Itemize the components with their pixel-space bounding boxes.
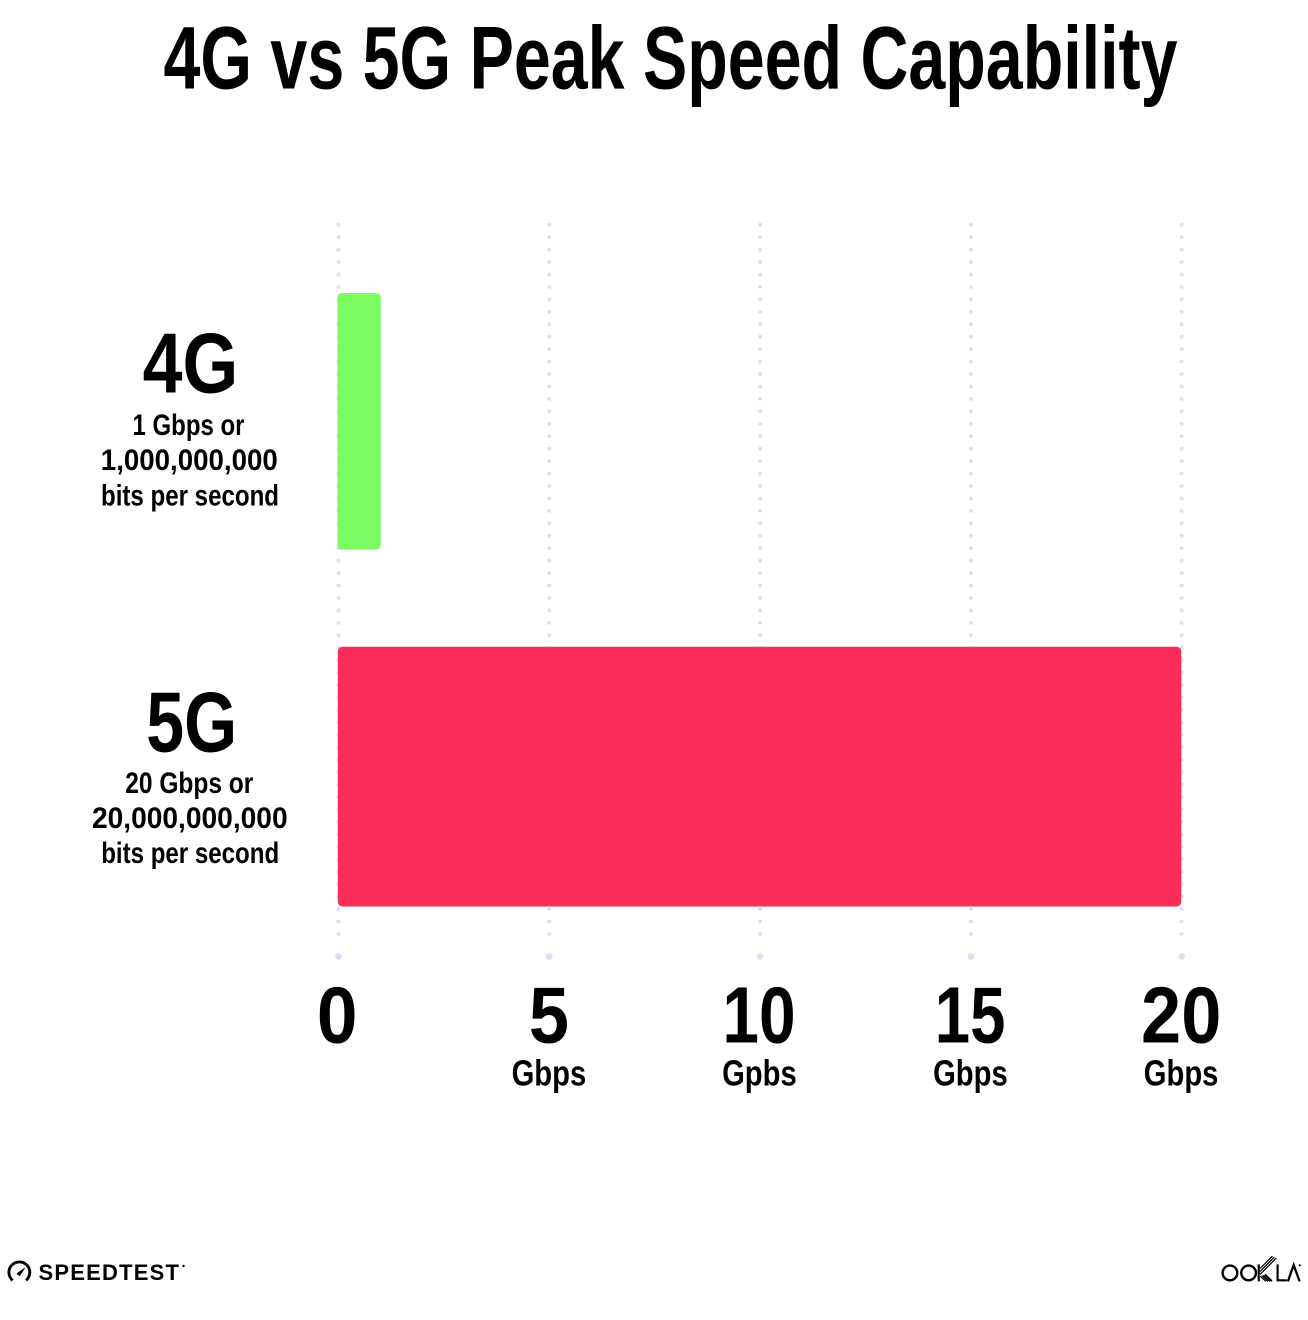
svg-text:1,000,000,000: 1,000,000,000: [101, 444, 278, 477]
svg-text:5: 5: [529, 971, 569, 1060]
svg-text:0: 0: [317, 971, 358, 1060]
svg-text:10: 10: [722, 971, 795, 1060]
svg-text:Gbps: Gbps: [512, 1052, 587, 1093]
svg-text:bits per second: bits per second: [101, 837, 279, 870]
svg-text:bits per second: bits per second: [101, 479, 279, 512]
svg-text:Gpbs: Gpbs: [722, 1052, 797, 1093]
svg-text:20: 20: [1141, 971, 1221, 1060]
svg-text:15: 15: [935, 971, 1006, 1060]
svg-text:SPEEDTEST: SPEEDTEST: [39, 1260, 181, 1285]
svg-text:1 Gbps or: 1 Gbps or: [133, 409, 245, 442]
svg-text:20,000,000,000: 20,000,000,000: [92, 802, 288, 835]
svg-text:20 Gbps or: 20 Gbps or: [125, 767, 253, 800]
svg-text:Gbps: Gbps: [933, 1052, 1008, 1093]
svg-text:4G: 4G: [143, 317, 239, 412]
svg-text:Gbps: Gbps: [1144, 1052, 1219, 1093]
svg-text:4G vs 5G Peak Speed Capability: 4G vs 5G Peak Speed Capability: [164, 8, 1178, 108]
svg-text:5G: 5G: [146, 676, 237, 771]
